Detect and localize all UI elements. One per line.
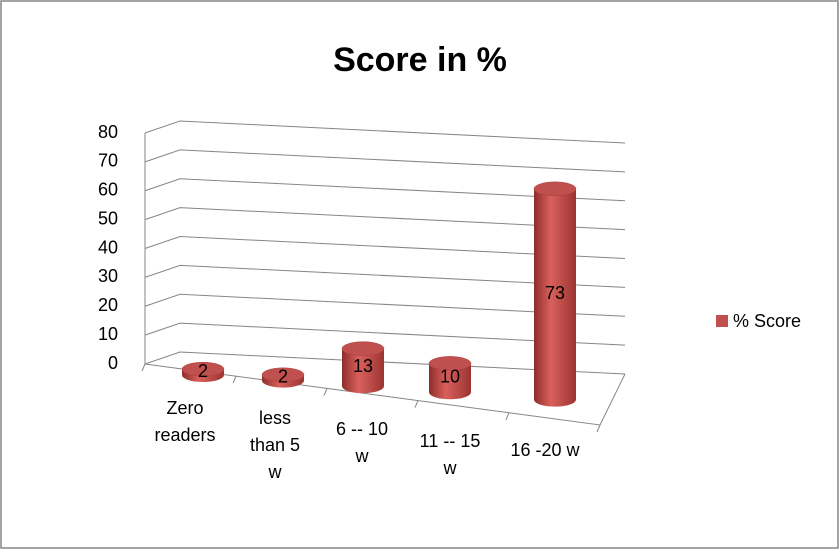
data-label: 2: [198, 361, 208, 381]
grid-line: [144, 264, 626, 288]
grid-line: [144, 322, 626, 346]
x-tick: [596, 424, 601, 433]
bar-top: [533, 181, 577, 197]
y-tick-label: 40: [98, 237, 118, 257]
data-label: 73: [545, 283, 565, 303]
x-tick-label: 16 -20 w: [510, 440, 580, 460]
x-tick-label: 6 -- 10 w: [335, 419, 389, 466]
grid-line: [144, 149, 626, 173]
bar: [261, 367, 305, 388]
grid-line: [144, 351, 626, 375]
x-tick-label: Zero readers: [154, 398, 216, 445]
grid-line: [144, 293, 626, 317]
y-tick-label: 10: [98, 324, 118, 344]
y-tick-label: 80: [98, 122, 118, 142]
data-label: 13: [353, 356, 373, 376]
y-tick-label: 20: [98, 295, 118, 315]
y-tick-label: 60: [98, 180, 118, 200]
grid-line: [144, 120, 626, 144]
y-tick-label: 70: [98, 151, 118, 171]
x-tick: [141, 363, 146, 372]
grid-line: [144, 235, 626, 259]
bar-top: [261, 367, 305, 383]
bar-top: [428, 356, 472, 371]
y-tick-label: 50: [98, 208, 118, 228]
y-tick-label: 0: [108, 353, 118, 373]
bar-body: [342, 348, 384, 394]
legend-swatch: [716, 315, 728, 327]
x-tick: [232, 376, 237, 384]
chart-title: Score in %: [333, 41, 507, 79]
grid-line: [144, 178, 626, 202]
bar-top: [181, 361, 225, 377]
bar: [181, 361, 225, 382]
data-label: 10: [440, 367, 460, 387]
x-tick-label: 11 -- 15 w: [419, 431, 481, 478]
x-tick: [323, 388, 328, 396]
grid-line: [144, 207, 626, 231]
bar-body: [429, 363, 471, 400]
x-tick: [414, 400, 419, 408]
bar: [533, 181, 577, 407]
x-tick-label: less than 5 w: [249, 408, 301, 482]
bar: [428, 356, 472, 400]
bar-top: [341, 341, 385, 356]
x-tick: [505, 412, 510, 420]
legend-label: % Score: [733, 311, 801, 331]
bar: [341, 341, 385, 394]
y-tick-label: 30: [98, 266, 118, 286]
bar-body: [534, 188, 576, 407]
data-label: 2: [278, 366, 288, 386]
